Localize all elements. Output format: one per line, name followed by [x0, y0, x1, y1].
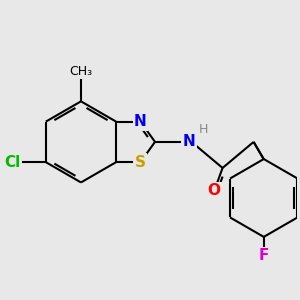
- Text: S: S: [135, 155, 146, 170]
- Text: O: O: [208, 183, 221, 198]
- Text: H: H: [199, 124, 208, 136]
- Text: N: N: [134, 114, 147, 129]
- Text: CH₃: CH₃: [69, 65, 92, 78]
- Text: N: N: [182, 134, 195, 149]
- Text: F: F: [259, 248, 269, 263]
- Text: Cl: Cl: [4, 155, 20, 170]
